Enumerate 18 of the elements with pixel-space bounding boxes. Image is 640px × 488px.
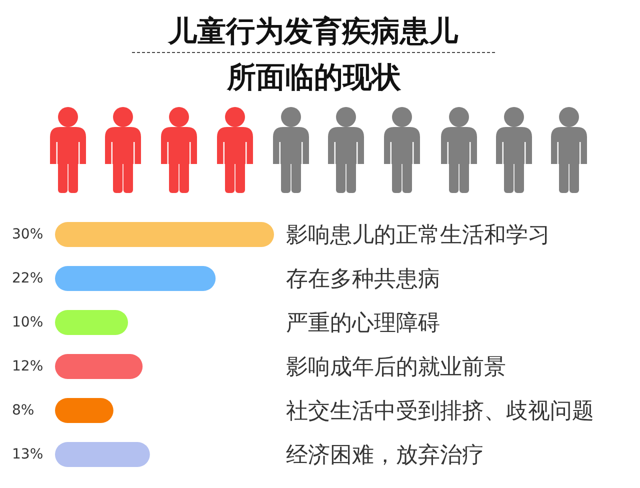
bar bbox=[55, 354, 143, 379]
y-tick-label: 社交生活中受到排挤、歧视问题 bbox=[286, 398, 594, 424]
y-tick-label: 影响成年后的就业前景 bbox=[286, 354, 506, 380]
bar bbox=[55, 442, 150, 467]
y-tick-label: 经济困难，放弃治疗 bbox=[286, 442, 484, 468]
y-tick-label: 严重的心理障碍 bbox=[286, 310, 440, 336]
data-label: 30% bbox=[12, 226, 44, 242]
data-label: 10% bbox=[12, 314, 44, 330]
bar bbox=[55, 222, 274, 247]
chart-title: 儿童行为发育疾病患儿 bbox=[168, 14, 458, 48]
y-tick-label: 存在多种共患病 bbox=[286, 266, 440, 292]
y-tick-label: 影响患儿的正常生活和学习 bbox=[286, 222, 550, 248]
data-label: 22% bbox=[12, 270, 44, 286]
bar bbox=[55, 266, 216, 291]
data-label: 12% bbox=[12, 358, 44, 374]
data-label: 13% bbox=[12, 446, 44, 462]
data-label: 8% bbox=[12, 402, 34, 418]
chart-subtitle: 所面临的现状 bbox=[227, 60, 401, 94]
